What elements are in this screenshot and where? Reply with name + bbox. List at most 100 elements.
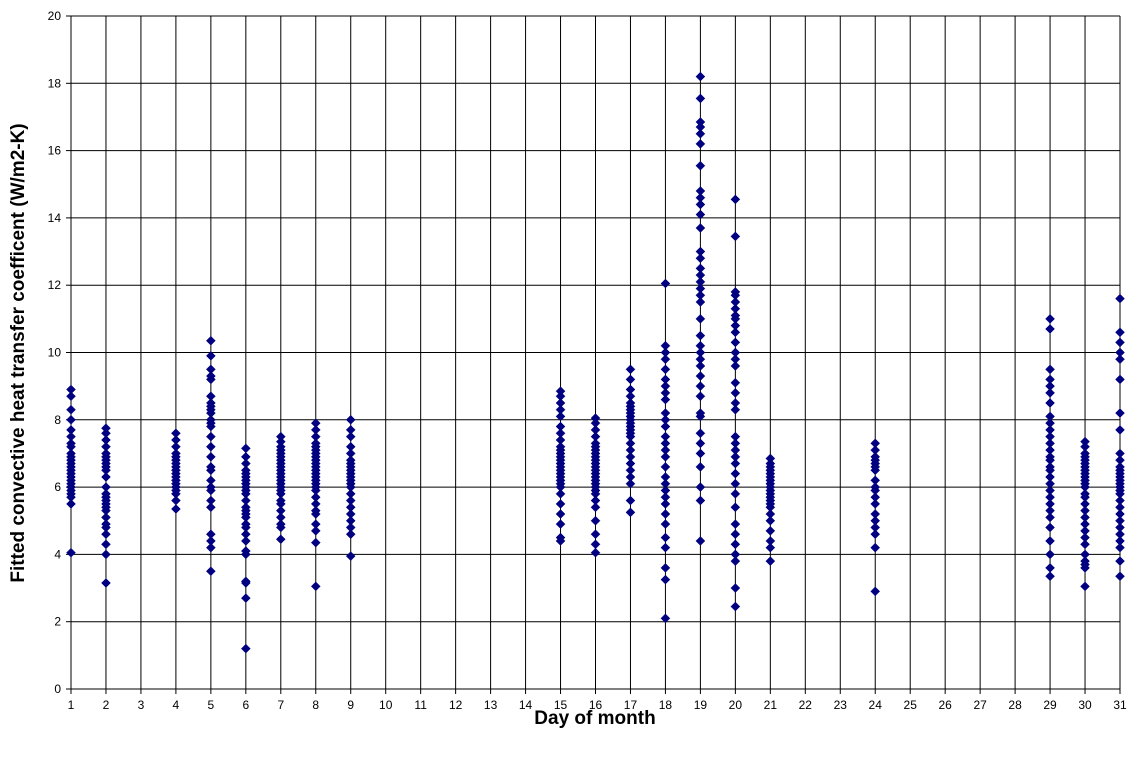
data-point xyxy=(1080,539,1090,550)
data-point xyxy=(695,482,706,492)
y-tick-label: 12 xyxy=(48,278,62,292)
data-point xyxy=(695,448,706,459)
data-point xyxy=(730,583,741,593)
data-point xyxy=(695,71,706,82)
data-point xyxy=(695,371,706,381)
data-point xyxy=(730,361,741,371)
data-point xyxy=(590,539,601,550)
x-tick-label: 25 xyxy=(904,698,918,712)
data-point xyxy=(66,499,76,509)
x-tick-label: 22 xyxy=(799,698,813,712)
data-point xyxy=(870,465,881,476)
data-point xyxy=(625,374,636,385)
data-point xyxy=(730,488,741,499)
data-point xyxy=(695,330,706,341)
data-point xyxy=(730,388,741,398)
data-point xyxy=(660,364,671,375)
data-point xyxy=(590,529,601,540)
data-point xyxy=(206,542,216,553)
data-point xyxy=(660,563,671,573)
y-tick-label: 14 xyxy=(48,211,62,225)
data-point xyxy=(730,502,741,513)
data-point xyxy=(695,381,706,392)
data-point xyxy=(730,337,741,348)
data-point xyxy=(625,364,636,375)
x-tick-label: 21 xyxy=(764,698,778,712)
data-point xyxy=(695,139,706,149)
data-point xyxy=(695,253,706,264)
x-tick-label: 19 xyxy=(694,698,708,712)
x-tick-label: 9 xyxy=(347,698,354,712)
x-tick-label: 28 xyxy=(1008,698,1022,712)
data-point xyxy=(1115,327,1125,338)
data-point xyxy=(590,502,601,513)
data-point xyxy=(101,472,111,482)
x-tick-label: 17 xyxy=(624,698,638,712)
data-point xyxy=(660,532,671,543)
data-point xyxy=(590,515,601,526)
data-point xyxy=(1045,522,1055,533)
x-tick-label: 10 xyxy=(379,698,393,712)
y-tick-label: 0 xyxy=(54,682,61,696)
data-point xyxy=(660,278,671,289)
data-point xyxy=(660,421,671,432)
data-point xyxy=(206,431,216,442)
data-point xyxy=(345,431,356,442)
data-point xyxy=(240,536,251,546)
data-point xyxy=(206,465,216,476)
x-tick-label: 11 xyxy=(414,698,427,712)
data-point xyxy=(101,549,111,560)
x-tick-label: 20 xyxy=(729,698,743,712)
data-point xyxy=(555,536,566,546)
data-point xyxy=(206,335,216,346)
data-point xyxy=(171,495,181,506)
data-point xyxy=(730,404,741,415)
y-tick-label: 4 xyxy=(54,547,61,561)
data-point xyxy=(730,377,741,388)
data-point xyxy=(695,536,706,546)
data-point xyxy=(345,529,356,540)
data-point xyxy=(1115,408,1125,418)
data-point xyxy=(765,556,776,566)
data-point xyxy=(695,428,706,439)
x-tick-label: 8 xyxy=(312,698,319,712)
data-point xyxy=(1045,388,1055,398)
data-point xyxy=(171,504,181,514)
data-point xyxy=(660,462,671,472)
x-tick-label: 23 xyxy=(834,698,848,712)
y-tick-label: 8 xyxy=(54,413,61,427)
data-point xyxy=(660,519,671,529)
data-point xyxy=(660,613,671,624)
x-tick-label: 26 xyxy=(938,698,952,712)
data-point xyxy=(1045,398,1055,408)
data-point xyxy=(345,551,356,561)
data-point xyxy=(1080,563,1090,573)
gridlines xyxy=(70,15,1121,690)
data-point xyxy=(206,351,216,361)
data-point xyxy=(730,556,741,566)
data-point xyxy=(310,537,321,548)
data-point xyxy=(730,601,741,612)
data-point xyxy=(870,542,881,553)
data-point xyxy=(625,495,636,506)
data-point xyxy=(240,549,251,560)
data-point xyxy=(730,194,741,205)
data-point xyxy=(555,499,566,509)
x-tick-label: 15 xyxy=(554,698,568,712)
data-point xyxy=(695,209,706,220)
data-point xyxy=(206,374,216,385)
data-point xyxy=(695,361,706,371)
data-point xyxy=(1115,354,1125,365)
data-point xyxy=(1045,536,1055,546)
data-point xyxy=(695,160,706,171)
data-point xyxy=(345,414,356,425)
data-point xyxy=(1045,549,1055,560)
x-tick-label: 27 xyxy=(973,698,987,712)
data-point xyxy=(1115,374,1125,385)
data-point xyxy=(275,534,286,545)
data-point xyxy=(555,411,566,422)
x-tick-label: 18 xyxy=(659,698,673,712)
